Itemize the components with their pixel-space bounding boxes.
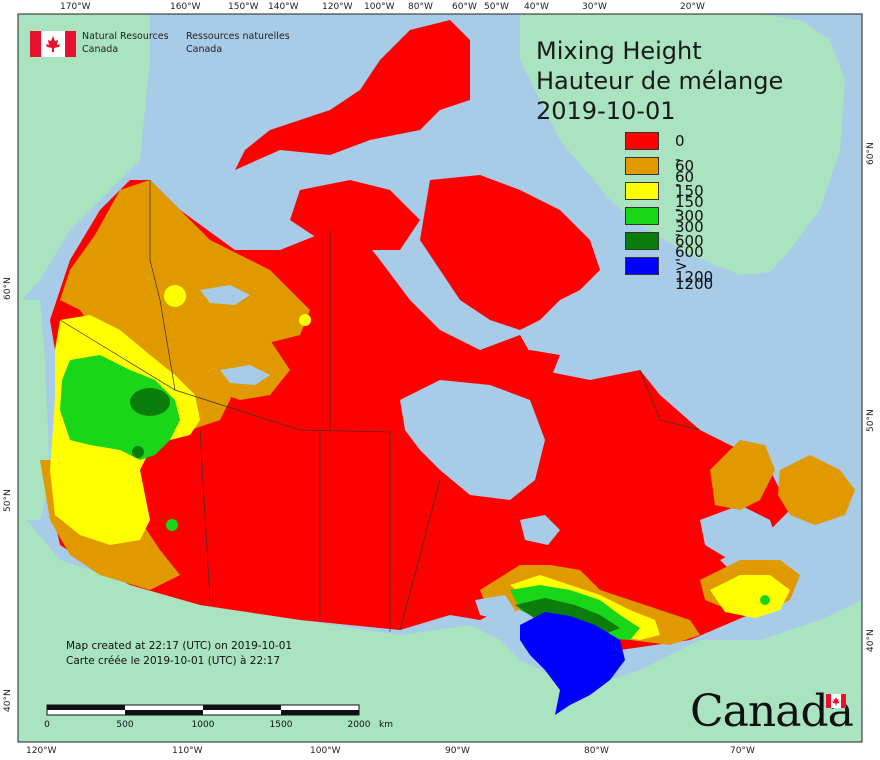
credit-en: Map created at 22:17 (UTC) on 2019-10-01 — [66, 640, 293, 652]
zone-green-spot-1 — [166, 519, 178, 531]
lake-superior — [475, 595, 515, 620]
tick-bottom-3: 100°W — [310, 746, 341, 756]
scale-unit: km — [379, 720, 393, 730]
legend-label: 600 - 1200 — [675, 232, 714, 286]
zone-blue-ontario — [520, 612, 625, 715]
zone-darkgreen-spot — [132, 446, 144, 458]
tick-top-10: 40°W — [524, 2, 549, 12]
legend-swatch — [625, 132, 659, 150]
tick-top-1: 170°W — [60, 2, 91, 12]
tick-bottom-6: 70°W — [730, 746, 755, 756]
alaska-land — [18, 14, 150, 300]
tick-top-2: 160°W — [170, 2, 201, 12]
agency-fr-line1: Ressources naturelles — [186, 31, 290, 42]
great-slave-lake — [220, 365, 270, 385]
tick-top-6: 100°W — [364, 2, 395, 12]
tick-left-2: 50°N — [3, 489, 13, 512]
victoria-island — [290, 180, 420, 250]
canada-flag-icon — [30, 31, 76, 57]
scale-label-4: 2000 — [347, 720, 371, 730]
tick-top-12: 20°W — [680, 2, 705, 12]
tick-left-3: 40°N — [3, 689, 13, 712]
zone-green-spot-2 — [760, 595, 770, 605]
legend-label: 300 - 600 — [675, 207, 704, 261]
tick-top-11: 30°W — [582, 2, 607, 12]
legend-swatch — [625, 157, 659, 175]
agency-en-line1: Natural Resources — [82, 31, 169, 42]
scale-label-0: 0 — [44, 720, 50, 730]
scale-bar-graphic — [46, 704, 360, 716]
legend-swatch — [625, 257, 659, 275]
scale-label-1: 500 — [116, 720, 134, 730]
tick-top-7: 80°W — [408, 2, 433, 12]
zone-orange-nw — [60, 180, 310, 430]
legend-label: 0 - 60 — [675, 132, 695, 186]
legend-label: 60 - 150 — [675, 157, 704, 211]
tick-top-3: 150°W — [228, 2, 259, 12]
agency-en-line2: Canada — [82, 44, 119, 55]
tick-right-1: 60°N — [866, 142, 876, 165]
zone-orange-newfoundland — [778, 455, 855, 525]
tick-top-5: 120°W — [322, 2, 353, 12]
scale-label-2: 1000 — [191, 720, 215, 730]
legend-swatch — [625, 207, 659, 225]
tick-bottom-1: 120°W — [26, 746, 57, 756]
baffin-island — [420, 175, 600, 330]
tick-bottom-4: 90°W — [445, 746, 470, 756]
title-line1: Mixing Height — [536, 37, 702, 65]
tick-right-2: 50°N — [866, 409, 876, 432]
zone-yellow-spot-2 — [299, 314, 311, 326]
map-credit: Map created at 22:17 (UTC) on 2019-10-01… — [66, 639, 292, 669]
province-boundaries — [59, 180, 701, 632]
credit-fr: Carte créée le 2019-10-01 (UTC) à 22:17 — [66, 655, 281, 667]
canada-wordmark: Canada — [690, 686, 854, 737]
hudson-bay — [400, 380, 545, 500]
southampton-island — [500, 350, 560, 385]
tick-right-3: 40°N — [866, 629, 876, 652]
agency-fr-line2: Canada — [186, 44, 223, 55]
tick-top-8: 60°W — [452, 2, 477, 12]
usa-land — [18, 510, 862, 742]
great-bear-lake — [200, 285, 250, 305]
title-line2: Hauteur de mélange — [536, 67, 784, 95]
wordmark-flag-icon — [826, 694, 846, 708]
gulf-st-lawrence — [700, 505, 780, 560]
zone-darkgreen-bc — [130, 388, 170, 416]
legend-swatch — [625, 182, 659, 200]
legend-label: 150 - 300 — [675, 182, 704, 236]
zone-orange-labrador — [710, 440, 775, 510]
greenland — [520, 14, 845, 275]
zone-yellow-maritimes — [710, 575, 790, 618]
title-date: 2019-10-01 — [536, 97, 676, 125]
zone-green-bc — [60, 355, 180, 460]
tick-top-4: 140°W — [268, 2, 299, 12]
legend-swatch — [625, 232, 659, 250]
scale-label-3: 1500 — [269, 720, 293, 730]
tick-bottom-2: 110°W — [172, 746, 203, 756]
legend-label: > 1200 — [675, 257, 714, 293]
zone-yellow-spot-1 — [164, 285, 186, 307]
arctic-islands-north — [235, 20, 470, 170]
map-title: Mixing Height Hauteur de mélange 2019-10… — [536, 36, 783, 126]
james-bay — [520, 515, 560, 545]
tick-bottom-5: 80°W — [584, 746, 609, 756]
tick-left-1: 60°N — [3, 277, 13, 300]
tick-top-9: 50°W — [484, 2, 509, 12]
map-border — [17, 13, 863, 743]
